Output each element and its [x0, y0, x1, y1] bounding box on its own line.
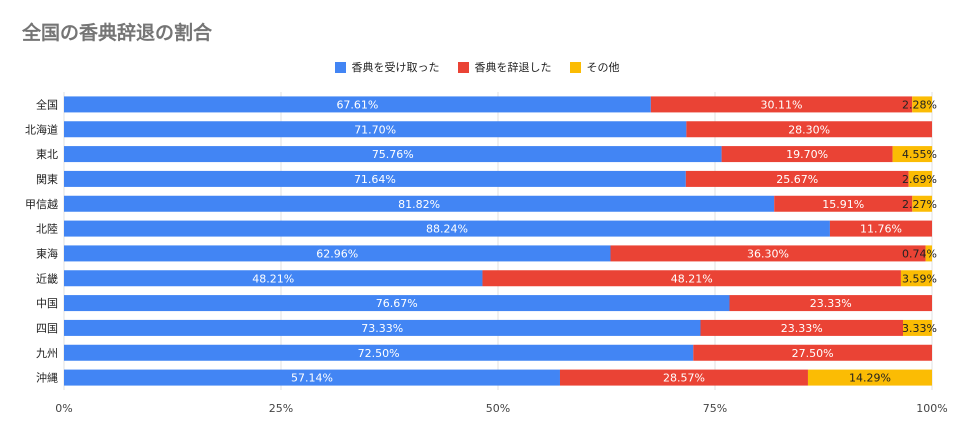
legend-item-declined[interactable]: 香典を辞退した	[457, 59, 552, 75]
bar-0-5	[64, 220, 830, 237]
data-label-0-5: 88.24%	[426, 223, 468, 236]
data-label-2-11: 14.29%	[849, 372, 891, 385]
data-label-2-7: 3.59%	[902, 272, 937, 285]
legend: 香典を受け取った 香典を辞退した その他	[0, 59, 954, 75]
bar-2-0	[912, 96, 932, 113]
bar-2-7	[900, 270, 933, 287]
data-label-0-1: 71.70%	[354, 123, 396, 136]
legend-label-declined: 香典を辞退した	[474, 61, 552, 74]
data-label-1-1: 28.30%	[788, 123, 830, 136]
y-category-label-8: 中国	[36, 297, 58, 310]
data-label-0-7: 48.21%	[252, 272, 294, 285]
data-label-1-3: 25.67%	[776, 173, 818, 186]
data-label-1-5: 11.76%	[860, 223, 902, 236]
y-category-label-3: 関東	[36, 173, 58, 186]
data-label-1-4: 15.91%	[822, 198, 864, 211]
data-label-2-0: 2.28%	[902, 98, 937, 111]
x-tick-label-4: 100%	[916, 402, 947, 415]
bar-2-9	[903, 319, 932, 336]
data-label-2-9: 3.33%	[902, 322, 937, 335]
data-label-0-9: 73.33%	[361, 322, 403, 335]
y-category-label-5: 北陸	[36, 223, 58, 236]
bar-2-3	[908, 170, 932, 187]
bar-1-2	[721, 146, 893, 163]
bar-1-10	[693, 344, 932, 361]
bar-0-11	[64, 369, 560, 386]
x-tick-label-1: 25%	[269, 402, 293, 415]
data-label-1-8: 23.33%	[810, 297, 852, 310]
data-label-2-3: 2.69%	[902, 173, 937, 186]
data-label-0-3: 71.64%	[354, 173, 396, 186]
y-category-label-11: 沖縄	[36, 371, 58, 385]
bar-1-9	[700, 319, 904, 336]
y-category-label-2: 東北	[36, 148, 58, 161]
bar-2-2	[892, 146, 933, 163]
bar-0-2	[64, 146, 722, 163]
bar-1-7	[482, 270, 901, 287]
data-label-0-2: 75.76%	[372, 148, 414, 161]
x-tick-label-3: 75%	[703, 402, 727, 415]
y-category-label-6: 東海	[36, 246, 58, 260]
data-label-2-4: 2.27%	[902, 198, 937, 211]
bar-0-0	[64, 96, 651, 113]
bar-1-8	[729, 295, 932, 312]
bar-0-3	[64, 170, 686, 187]
chart-title: 全国の香典辞退の割合	[22, 22, 213, 44]
legend-swatch-other	[569, 61, 581, 73]
legend-label-other: その他	[586, 61, 620, 74]
y-category-label-1: 北海道	[25, 122, 58, 136]
legend-label-received: 香典を受け取った	[351, 61, 440, 74]
bar-1-0	[650, 96, 913, 113]
data-label-1-2: 19.70%	[786, 148, 828, 161]
legend-item-other[interactable]: その他	[569, 59, 620, 75]
bar-0-4	[64, 195, 775, 212]
bar-0-7	[64, 270, 483, 287]
bar-2-6	[925, 245, 932, 262]
data-label-1-9: 23.33%	[781, 322, 823, 335]
data-label-1-10: 27.50%	[792, 347, 834, 360]
bar-0-10	[64, 344, 694, 361]
data-label-1-6: 36.30%	[747, 247, 789, 260]
data-label-1-11: 28.57%	[663, 372, 705, 385]
data-label-0-4: 81.82%	[398, 198, 440, 211]
y-category-label-7: 近畿	[36, 271, 58, 285]
y-category-label-9: 四国	[36, 322, 58, 335]
bar-1-5	[829, 220, 932, 237]
bar-0-9	[64, 319, 701, 336]
bar-0-6	[64, 245, 611, 262]
y-category-label-4: 甲信越	[25, 197, 58, 211]
bar-0-1	[64, 121, 687, 138]
data-label-0-6: 62.96%	[316, 247, 358, 260]
bar-0-8	[64, 295, 730, 312]
bar-1-1	[686, 121, 932, 138]
data-label-1-0: 30.11%	[761, 98, 803, 111]
data-label-0-11: 57.14%	[291, 372, 333, 385]
data-label-0-0: 67.61%	[336, 98, 378, 111]
x-tick-label-2: 50%	[486, 402, 510, 415]
data-label-2-2: 4.55%	[902, 148, 937, 161]
data-label-0-10: 72.50%	[358, 347, 400, 360]
bar-1-11	[559, 369, 808, 386]
legend-swatch-declined	[457, 61, 469, 73]
data-label-2-6: 0.74%	[902, 247, 937, 260]
legend-item-received[interactable]: 香典を受け取った	[334, 59, 440, 75]
bar-1-4	[774, 195, 913, 212]
bar-1-3	[685, 170, 909, 187]
y-category-label-0: 全国	[36, 97, 58, 111]
legend-swatch-received	[334, 61, 346, 73]
data-label-1-7: 48.21%	[671, 272, 713, 285]
x-tick-label-0: 0%	[55, 402, 72, 415]
data-label-0-8: 76.67%	[376, 297, 418, 310]
bar-2-4	[912, 195, 932, 212]
y-category-label-10: 九州	[36, 347, 58, 360]
bar-2-11	[807, 369, 932, 386]
bar-1-6	[610, 245, 926, 262]
